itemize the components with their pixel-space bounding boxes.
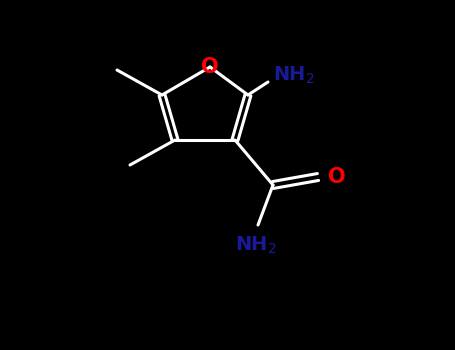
Text: O: O <box>201 57 219 77</box>
Text: NH$_2$: NH$_2$ <box>273 64 314 86</box>
Text: O: O <box>328 167 346 187</box>
Text: NH$_2$: NH$_2$ <box>235 235 277 256</box>
